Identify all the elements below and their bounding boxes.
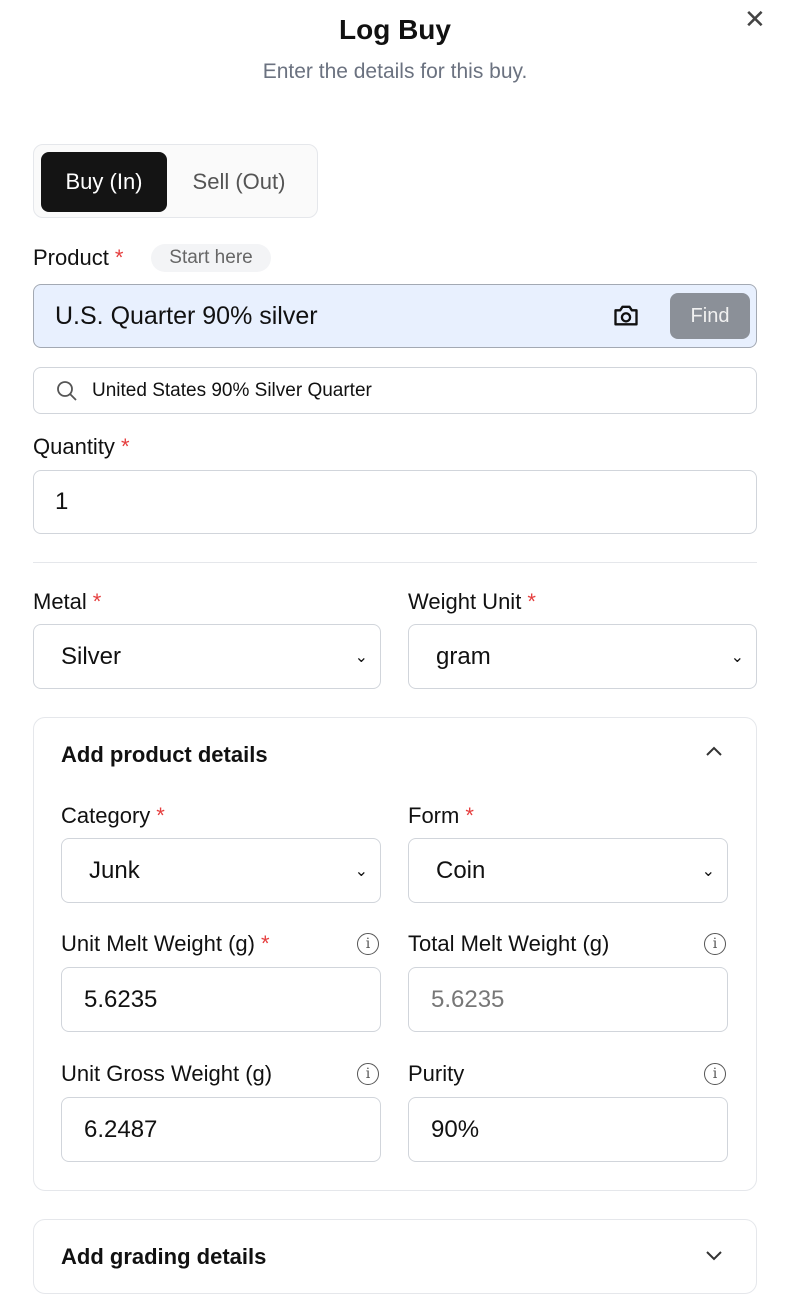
weight-unit-select[interactable]: gram ⌄ xyxy=(408,624,757,689)
metal-value: Silver xyxy=(61,642,122,670)
dialog-title: Log Buy xyxy=(339,14,451,45)
unit-melt-label-text: Unit Melt Weight (g) xyxy=(61,931,255,956)
required-marker: * xyxy=(114,245,124,270)
quantity-input[interactable]: 1 xyxy=(33,470,757,534)
camera-icon[interactable] xyxy=(612,302,640,333)
chevron-down-icon: ⌄ xyxy=(354,862,368,880)
unit-melt-input[interactable]: 5.6235 xyxy=(61,967,381,1032)
total-melt-label: Total Melt Weight (g) xyxy=(408,931,610,956)
quantity-label-text: Quantity xyxy=(33,434,115,459)
product-details-toggle[interactable]: Add product details xyxy=(61,742,268,767)
info-icon[interactable]: i xyxy=(357,933,379,955)
metal-select[interactable]: Silver ⌄ xyxy=(33,624,381,689)
unit-melt-value: 5.6235 xyxy=(84,985,158,1013)
metal-label: Metal * xyxy=(33,589,101,615)
required-marker: * xyxy=(260,931,270,956)
required-marker: * xyxy=(120,434,130,459)
required-marker: * xyxy=(156,803,165,828)
weight-unit-value: gram xyxy=(436,642,491,670)
quantity-label: Quantity * xyxy=(33,434,130,460)
suggestion-text: United States 90% Silver Quarter xyxy=(92,379,372,401)
buy-tab[interactable]: Buy (In) xyxy=(41,152,167,212)
unit-gross-value: 6.2487 xyxy=(84,1115,158,1143)
grading-details-toggle[interactable]: Add grading details xyxy=(61,1244,267,1269)
required-marker: * xyxy=(465,803,474,828)
purity-label: Purity xyxy=(408,1061,465,1086)
chevron-up-icon[interactable] xyxy=(704,744,724,763)
product-suggestion[interactable]: United States 90% Silver Quarter xyxy=(33,367,757,414)
purity-input[interactable]: 90% xyxy=(408,1097,728,1162)
unit-gross-input[interactable]: 6.2487 xyxy=(61,1097,381,1162)
total-melt-input: 5.6235 xyxy=(408,967,728,1032)
category-label: Category * xyxy=(61,803,165,829)
chevron-down-icon[interactable] xyxy=(704,1249,724,1268)
product-label: Product * xyxy=(33,245,123,271)
info-icon[interactable]: i xyxy=(704,933,726,955)
quantity-value: 1 xyxy=(55,488,69,515)
sell-tab[interactable]: Sell (Out) xyxy=(192,169,286,194)
close-icon[interactable]: ✕ xyxy=(744,4,766,34)
required-marker: * xyxy=(92,589,102,614)
form-label: Form * xyxy=(408,803,474,829)
metal-label-text: Metal xyxy=(33,589,87,614)
divider xyxy=(33,562,757,563)
product-label-text: Product xyxy=(33,245,109,270)
required-marker: * xyxy=(527,589,536,614)
dialog-subtitle: Enter the details for this buy. xyxy=(262,60,528,83)
product-value: U.S. Quarter 90% silver xyxy=(55,301,318,330)
weight-unit-label: Weight Unit * xyxy=(408,589,536,615)
buy-sell-toggle: Buy (In) Sell (Out) xyxy=(33,144,318,218)
product-input[interactable]: U.S. Quarter 90% silver xyxy=(33,284,757,348)
unit-melt-label: Unit Melt Weight (g) * xyxy=(61,931,270,957)
chevron-down-icon: ⌄ xyxy=(354,648,368,666)
chevron-down-icon: ⌄ xyxy=(730,648,744,666)
category-value: Junk xyxy=(89,856,140,884)
start-here-badge: Start here xyxy=(151,244,271,272)
weight-unit-label-text: Weight Unit xyxy=(408,589,522,614)
form-value: Coin xyxy=(436,856,486,884)
purity-value: 90% xyxy=(431,1115,480,1143)
grading-details-card[interactable] xyxy=(33,1219,757,1294)
form-select[interactable]: Coin ⌄ xyxy=(408,838,728,903)
unit-gross-label: Unit Gross Weight (g) xyxy=(61,1061,273,1086)
info-icon[interactable]: i xyxy=(704,1063,726,1085)
category-select[interactable]: Junk ⌄ xyxy=(61,838,381,903)
info-icon[interactable]: i xyxy=(357,1063,379,1085)
category-label-text: Category xyxy=(61,803,151,828)
search-icon xyxy=(57,380,77,401)
form-label-text: Form xyxy=(408,803,460,828)
chevron-down-icon: ⌄ xyxy=(701,862,715,880)
find-button[interactable]: Find xyxy=(670,293,750,339)
total-melt-value: 5.6235 xyxy=(431,985,505,1013)
